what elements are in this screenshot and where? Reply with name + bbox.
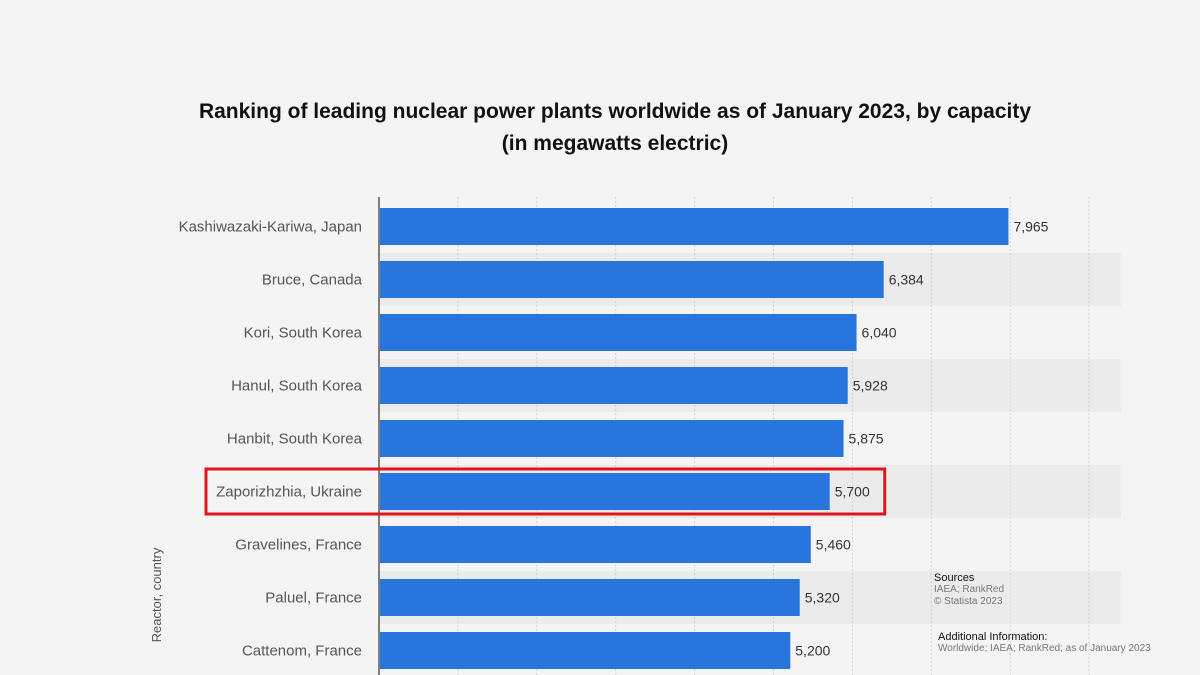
sources-heading: Sources — [934, 572, 975, 584]
bar — [380, 473, 830, 510]
value-label: 5,928 — [853, 378, 888, 394]
bar — [380, 367, 848, 404]
value-label: 6,384 — [889, 272, 924, 288]
category-label: Bruce, Canada — [262, 272, 363, 289]
additional-info-line: Worldwide; IAEA; RankRed; as of January … — [938, 643, 1151, 654]
chart-subtitle: (in megawatts electric) — [501, 132, 729, 155]
bar — [380, 579, 800, 616]
chart-title: Ranking of leading nuclear power plants … — [198, 100, 1032, 123]
category-label: Cattenom, France — [242, 643, 362, 660]
value-label: 5,200 — [795, 643, 830, 659]
bar — [380, 420, 844, 457]
bar — [380, 261, 884, 298]
additional-info-block: Additional Information: Worldwide; IAEA;… — [938, 631, 1151, 655]
value-label: 5,875 — [849, 431, 884, 447]
bar — [380, 632, 791, 669]
category-label: Paluel, France — [265, 590, 362, 607]
bar — [380, 526, 811, 563]
value-label: 5,700 — [835, 484, 870, 500]
additional-info-heading: Additional Information: — [938, 631, 1048, 643]
category-label: Hanbit, South Korea — [227, 431, 363, 448]
category-label: Kori, South Korea — [244, 325, 363, 342]
value-label: 6,040 — [862, 325, 897, 341]
sources-line-2: © Statista 2023 — [934, 596, 1003, 607]
highlight-box — [204, 467, 887, 516]
category-label: Gravelines, France — [235, 537, 362, 554]
bar — [380, 314, 857, 351]
value-label: 7,965 — [1013, 219, 1048, 235]
y-axis-title: Reactor, country — [149, 547, 164, 642]
sources-line-1: IAEA; RankRed — [934, 584, 1005, 595]
sources-block: Sources IAEA; RankRed © Statista 2023 — [934, 572, 1004, 608]
value-label: 5,460 — [816, 537, 851, 553]
category-label: Hanul, South Korea — [231, 378, 363, 395]
category-label: Kashiwazaki-Kariwa, Japan — [179, 219, 362, 236]
bar — [380, 208, 1009, 245]
category-label: Zaporizhzhia, Ukraine — [216, 484, 362, 501]
value-label: 5,320 — [805, 590, 840, 606]
chart-title-block: Ranking of leading nuclear power plants … — [0, 96, 1200, 160]
